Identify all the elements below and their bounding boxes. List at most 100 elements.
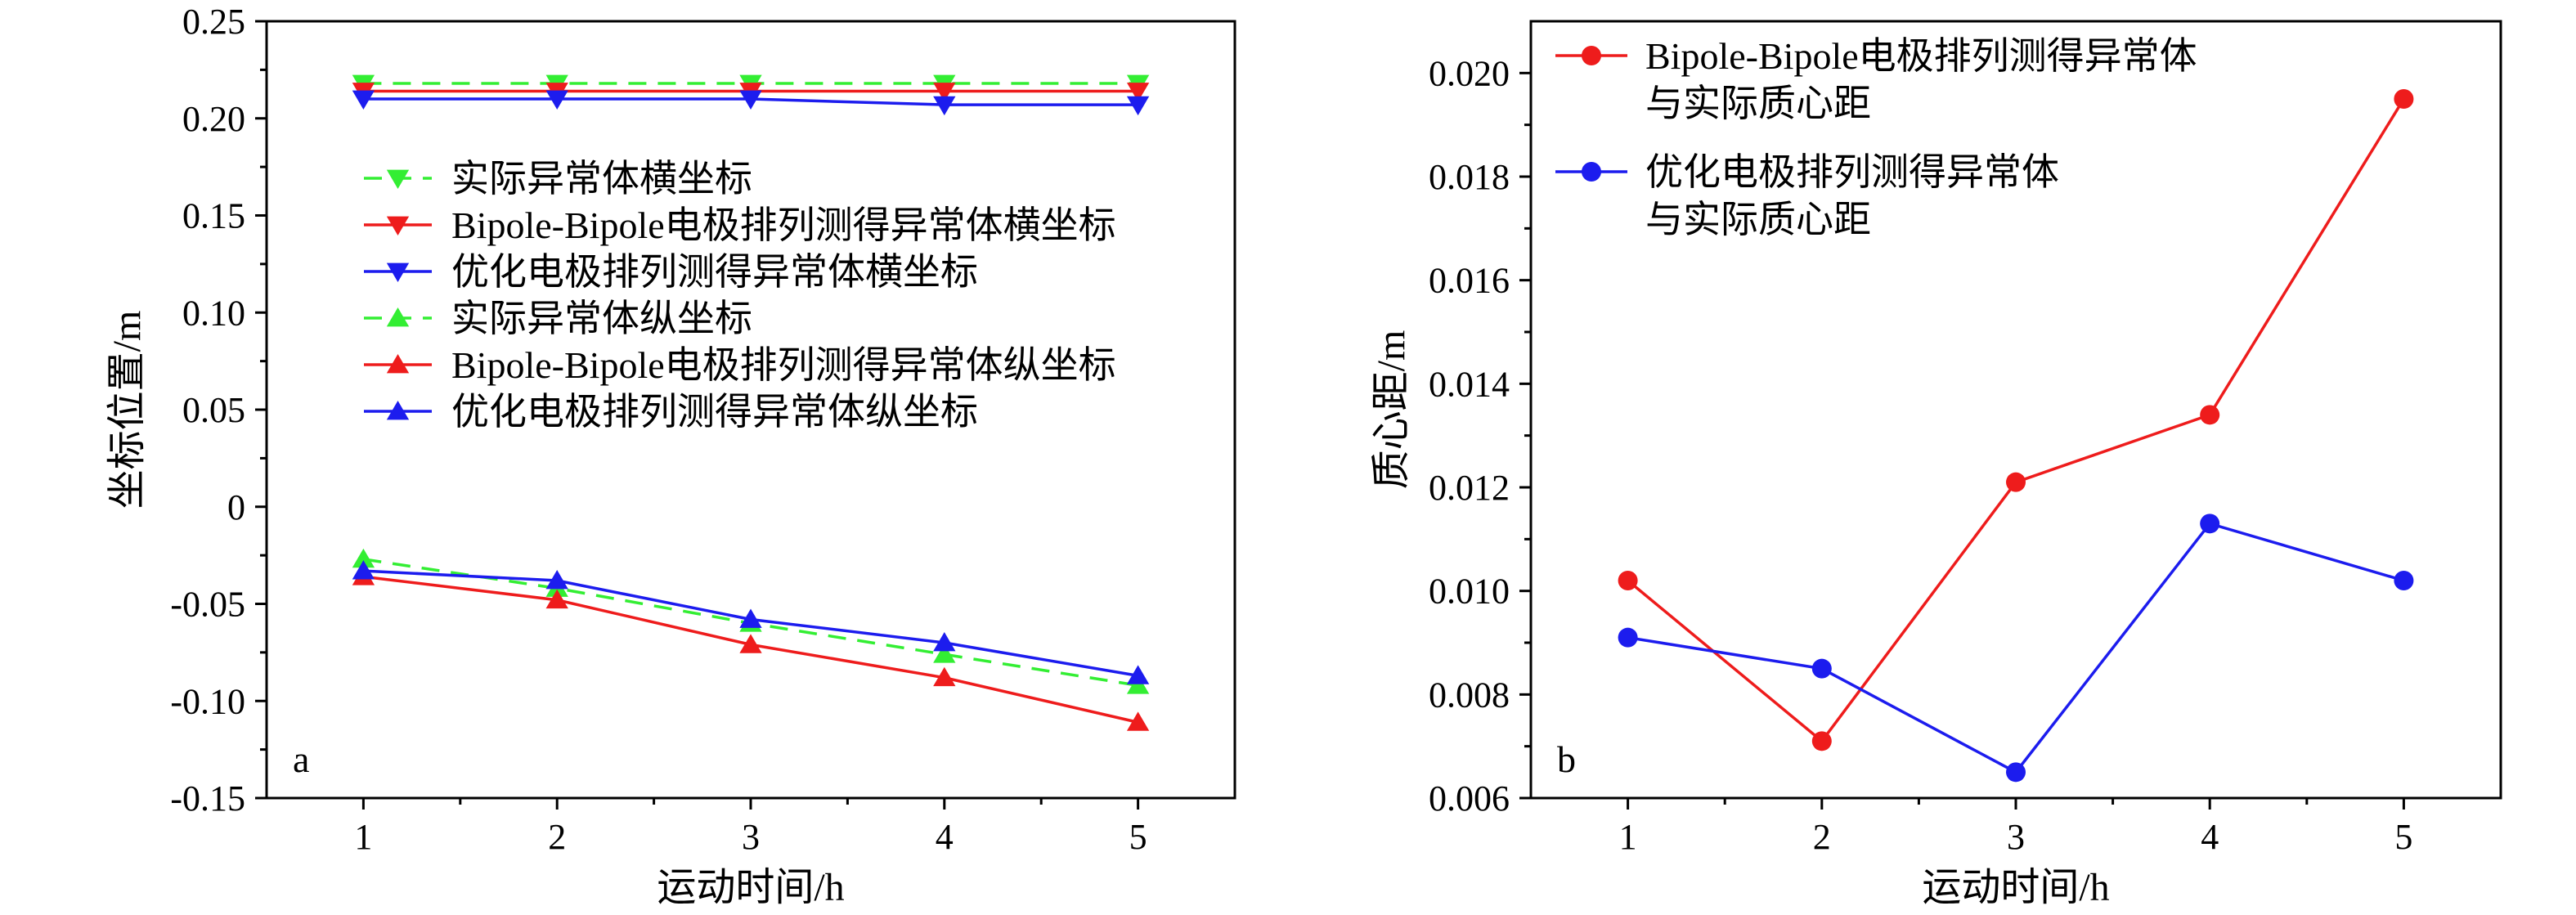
y-tick-label: 0	[227, 487, 245, 527]
x-tick-label: 4	[2201, 817, 2219, 857]
series-2	[1618, 514, 2414, 783]
y-tick-label: 0.006	[1429, 778, 1510, 819]
data-point	[739, 90, 762, 110]
panel-a-chart: 1 2 3 4 5 0.25 0.20 0.15 0.10 0.05 0 -0.05 -0.10 -0.1…	[105, 2, 1236, 909]
y-tick-label: 0.012	[1429, 468, 1510, 508]
y-tick-label: 0.008	[1429, 675, 1510, 715]
legend-label: Bipole-Bipole电极排列测得异常体横坐标	[451, 204, 1116, 246]
x-tick-label: 5	[2394, 817, 2412, 857]
data-point	[933, 632, 956, 652]
legend-marker	[386, 262, 410, 282]
data-point	[739, 608, 762, 628]
legend-marker	[386, 216, 410, 235]
data-point	[1126, 665, 1150, 684]
y-tick-label: 0.20	[182, 99, 245, 139]
data-point	[1618, 627, 1638, 648]
legend-marker	[386, 169, 410, 189]
series-3	[352, 90, 1150, 116]
legend-label: Bipole-Bipole电极排列测得异常体纵坐标	[451, 344, 1116, 386]
y-tick-label: 0.014	[1429, 364, 1510, 404]
data-point	[933, 83, 956, 102]
y-tick-label: -0.05	[170, 585, 245, 625]
x-tick-label: 2	[1813, 817, 1831, 857]
data-point	[1618, 571, 1638, 590]
legend-label: 优化电极排列测得异常体	[1645, 151, 2059, 193]
data-point	[2200, 405, 2220, 425]
data-point	[1126, 83, 1150, 102]
x-tick-label: 1	[354, 817, 372, 857]
y-tick-label: 0.25	[182, 2, 245, 42]
legend-marker	[1582, 162, 1601, 182]
series-5	[352, 566, 1150, 731]
x-tick-label: 4	[936, 817, 954, 857]
data-point	[545, 589, 568, 609]
panel-label: b	[1557, 738, 1576, 780]
legend-marker	[386, 401, 410, 420]
legend-marker	[1582, 46, 1601, 65]
data-point	[2200, 514, 2220, 534]
legend-label: 优化电极排列测得异常体横坐标	[451, 251, 978, 293]
legend-label: 与实际质心距	[1645, 199, 1871, 240]
y-tick-label: 0.020	[1429, 53, 1510, 93]
data-point	[933, 666, 956, 687]
data-point	[933, 96, 956, 116]
series-line	[1627, 98, 2405, 743]
legend-marker	[386, 354, 410, 374]
legend-item: 实际异常体纵坐标	[364, 298, 752, 339]
data-point	[1811, 658, 1832, 679]
data-point	[933, 644, 956, 663]
legend: 实际异常体横坐标Bipole-Bipole电极排列测得异常体横坐标优化电极排列测…	[364, 158, 1116, 433]
y-axis-title: 坐标位置/m	[105, 311, 149, 509]
data-point	[1126, 96, 1150, 116]
x-tick-label: 5	[1129, 817, 1147, 857]
y-tick-label: -0.10	[170, 681, 245, 721]
data-point	[352, 560, 375, 580]
y-tick-label: 0.15	[182, 196, 245, 236]
y-tick-label: 0.10	[182, 293, 245, 333]
legend-label: Bipole-Bipole电极排列测得异常体	[1645, 35, 2197, 77]
data-point	[2394, 89, 2414, 109]
data-point	[545, 570, 568, 590]
legend-marker	[386, 307, 410, 327]
data-point	[739, 634, 762, 653]
legend-item: 优化电极排列测得异常体纵坐标	[364, 391, 978, 433]
legend-item: Bipole-Bipole电极排列测得异常体横坐标	[364, 204, 1116, 246]
legend-item: 实际异常体横坐标	[364, 158, 752, 200]
x-axis-title: 运动时间/h	[1922, 866, 2109, 909]
legend-label: 实际异常体横坐标	[451, 158, 752, 200]
series-line	[1627, 522, 2404, 774]
data-point	[1811, 731, 1832, 751]
y-axis-title: 质心距/m	[1370, 330, 1413, 490]
x-tick-label: 2	[548, 817, 566, 857]
y-tick-label: 0.016	[1429, 261, 1510, 301]
legend: Bipole-Bipole电极排列测得异常体与实际质心距优化电极排列测得异常体与…	[1555, 35, 2197, 240]
y-tick-label: 0.010	[1429, 572, 1510, 612]
panel-label: a	[293, 738, 309, 780]
legend-item: 优化电极排列测得异常体横坐标	[364, 251, 978, 293]
data-point	[1126, 711, 1150, 731]
y-tick-label: 0.018	[1429, 157, 1510, 197]
data-point	[352, 548, 375, 568]
series-1	[1618, 89, 2414, 751]
x-tick-label: 1	[1619, 817, 1637, 857]
data-point	[2006, 472, 2026, 492]
x-tick-label: 3	[2007, 817, 2025, 857]
panel-b-chart: 1 2 3 4 5 0.020 0.018 0.016 0.014 0.012 0.010 0.008…	[1370, 20, 2502, 909]
data-point	[2394, 571, 2414, 590]
legend-label: 优化电极排列测得异常体纵坐标	[451, 391, 978, 433]
x-tick-label: 3	[742, 817, 760, 857]
legend-label: 与实际质心距	[1645, 83, 1871, 124]
data-point	[352, 90, 375, 110]
y-tick-label: -0.15	[170, 778, 245, 819]
y-tick-label: 0.05	[182, 390, 245, 430]
data-point	[2006, 762, 2026, 783]
x-axis-title: 运动时间/h	[657, 866, 844, 909]
legend-label: 实际异常体纵坐标	[451, 298, 752, 339]
legend-item: Bipole-Bipole电极排列测得异常体纵坐标	[364, 344, 1116, 386]
plot-frame	[1529, 20, 2502, 800]
series-6	[352, 560, 1150, 684]
data-point	[1126, 675, 1150, 694]
